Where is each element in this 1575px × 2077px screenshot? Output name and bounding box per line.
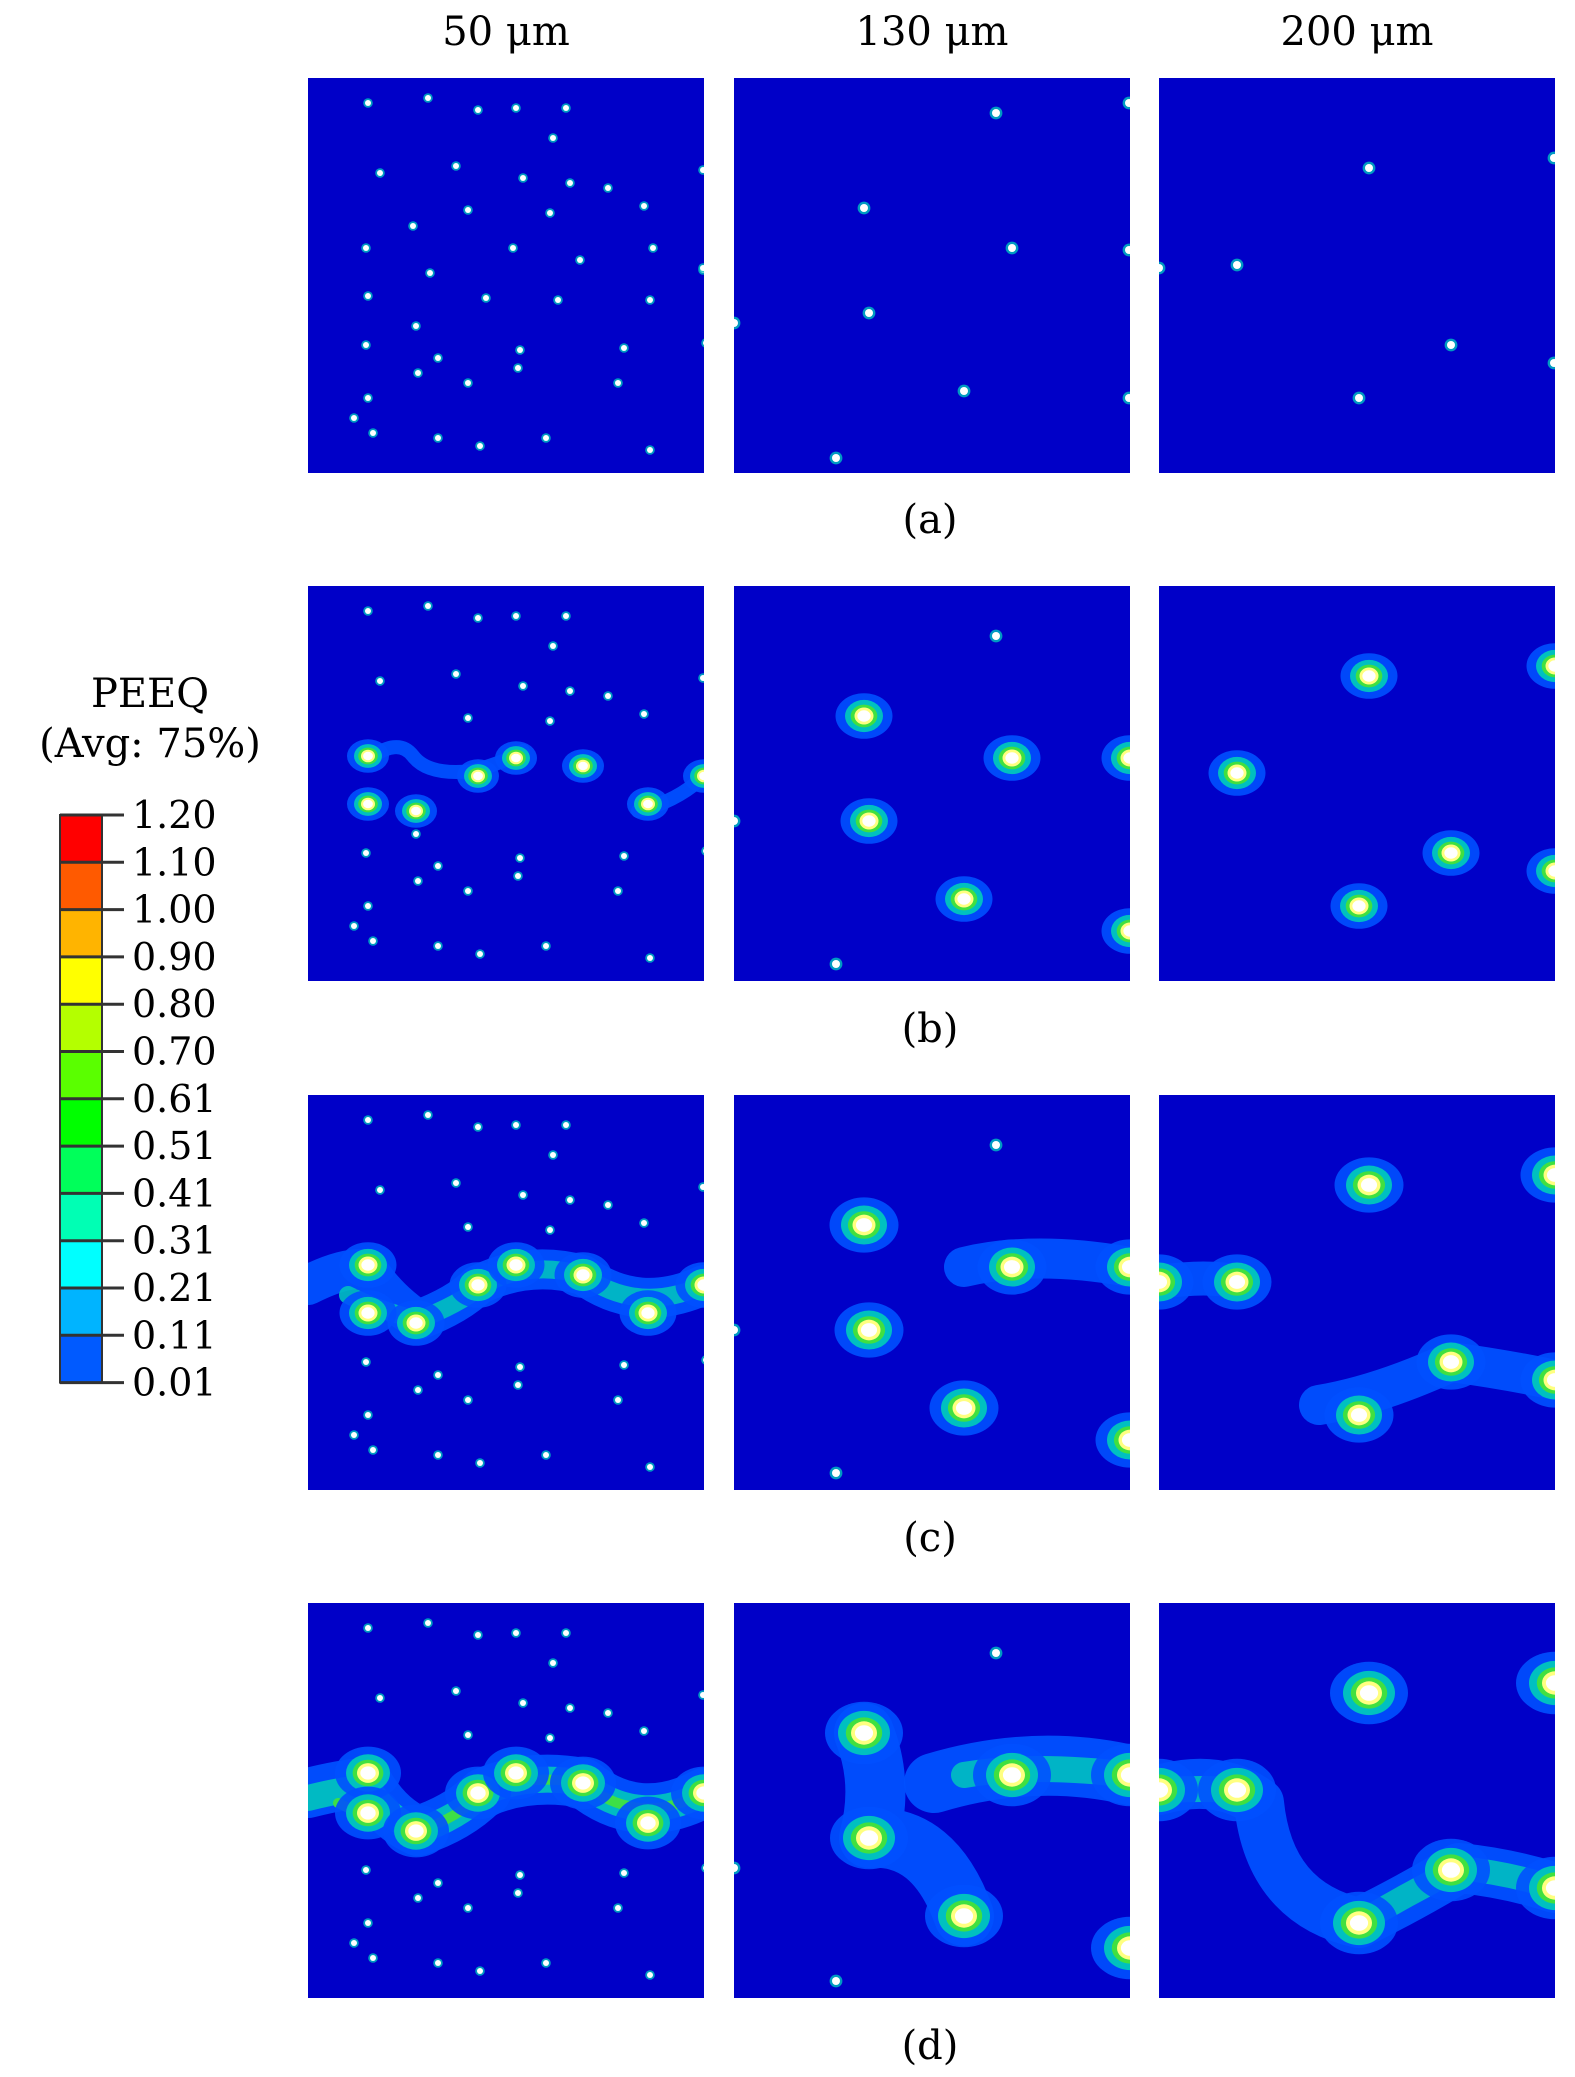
panel-b-50um bbox=[308, 586, 704, 981]
legend-swatch bbox=[60, 1098, 102, 1147]
column-title-200um: 200 μm bbox=[1280, 9, 1434, 55]
panel-a-130um bbox=[734, 78, 1130, 473]
legend-swatch bbox=[60, 909, 102, 957]
panel-d-200um bbox=[1159, 1603, 1555, 1998]
legend-level-label: 1.00 bbox=[132, 888, 217, 932]
legend-swatch bbox=[60, 815, 102, 863]
legend-swatch bbox=[60, 1240, 102, 1288]
legend-title: PEEQ bbox=[90, 671, 210, 717]
panel-a-200um bbox=[1159, 78, 1555, 473]
row-caption-d: (d) bbox=[901, 2023, 959, 2069]
legend-swatch bbox=[60, 956, 102, 1005]
panel-d-50um bbox=[308, 1603, 704, 1998]
legend-swatch bbox=[60, 862, 102, 910]
column-title-130um: 130 μm bbox=[855, 9, 1009, 55]
panel-c-200um bbox=[1159, 1095, 1555, 1490]
legend-swatch bbox=[60, 1335, 102, 1383]
panel-c-50um bbox=[308, 1095, 704, 1490]
legend-level-label: 0.41 bbox=[132, 1171, 217, 1215]
panel-a-50um bbox=[308, 78, 704, 473]
legend-swatch bbox=[60, 1146, 102, 1194]
row-caption-b: (b) bbox=[901, 1006, 959, 1052]
legend-swatch bbox=[60, 1051, 102, 1099]
panel-b-130um bbox=[734, 586, 1130, 981]
legend-swatch bbox=[60, 1193, 102, 1241]
column-title-50um: 50 μm bbox=[442, 9, 570, 55]
legend-level-label: 0.70 bbox=[132, 1030, 217, 1074]
legend-swatch bbox=[60, 1288, 102, 1336]
legend-level-label: 1.20 bbox=[132, 795, 217, 837]
legend-level-label: 0.90 bbox=[132, 935, 217, 979]
row-caption-a: (a) bbox=[902, 497, 958, 543]
legend-level-label: 0.61 bbox=[132, 1077, 217, 1121]
legend-level-label: 0.01 bbox=[132, 1361, 217, 1405]
legend-level-label: 0.80 bbox=[132, 982, 217, 1026]
legend-level-label: 0.11 bbox=[132, 1313, 217, 1357]
panel-b-200um bbox=[1159, 586, 1555, 981]
legend-color-bar: 1.201.101.000.900.800.700.610.510.410.31… bbox=[59, 795, 217, 1405]
legend-level-label: 0.31 bbox=[132, 1219, 217, 1263]
panel-c-130um bbox=[734, 1095, 1130, 1490]
panel-d-130um bbox=[734, 1603, 1130, 1998]
legend-level-label: 0.51 bbox=[132, 1124, 217, 1168]
legend-level-label: 0.21 bbox=[132, 1266, 217, 1310]
row-caption-c: (c) bbox=[903, 1515, 957, 1561]
legend-swatch bbox=[60, 1004, 102, 1052]
legend-level-label: 1.10 bbox=[132, 840, 217, 884]
legend-subtitle: (Avg: 75%) bbox=[39, 721, 261, 767]
